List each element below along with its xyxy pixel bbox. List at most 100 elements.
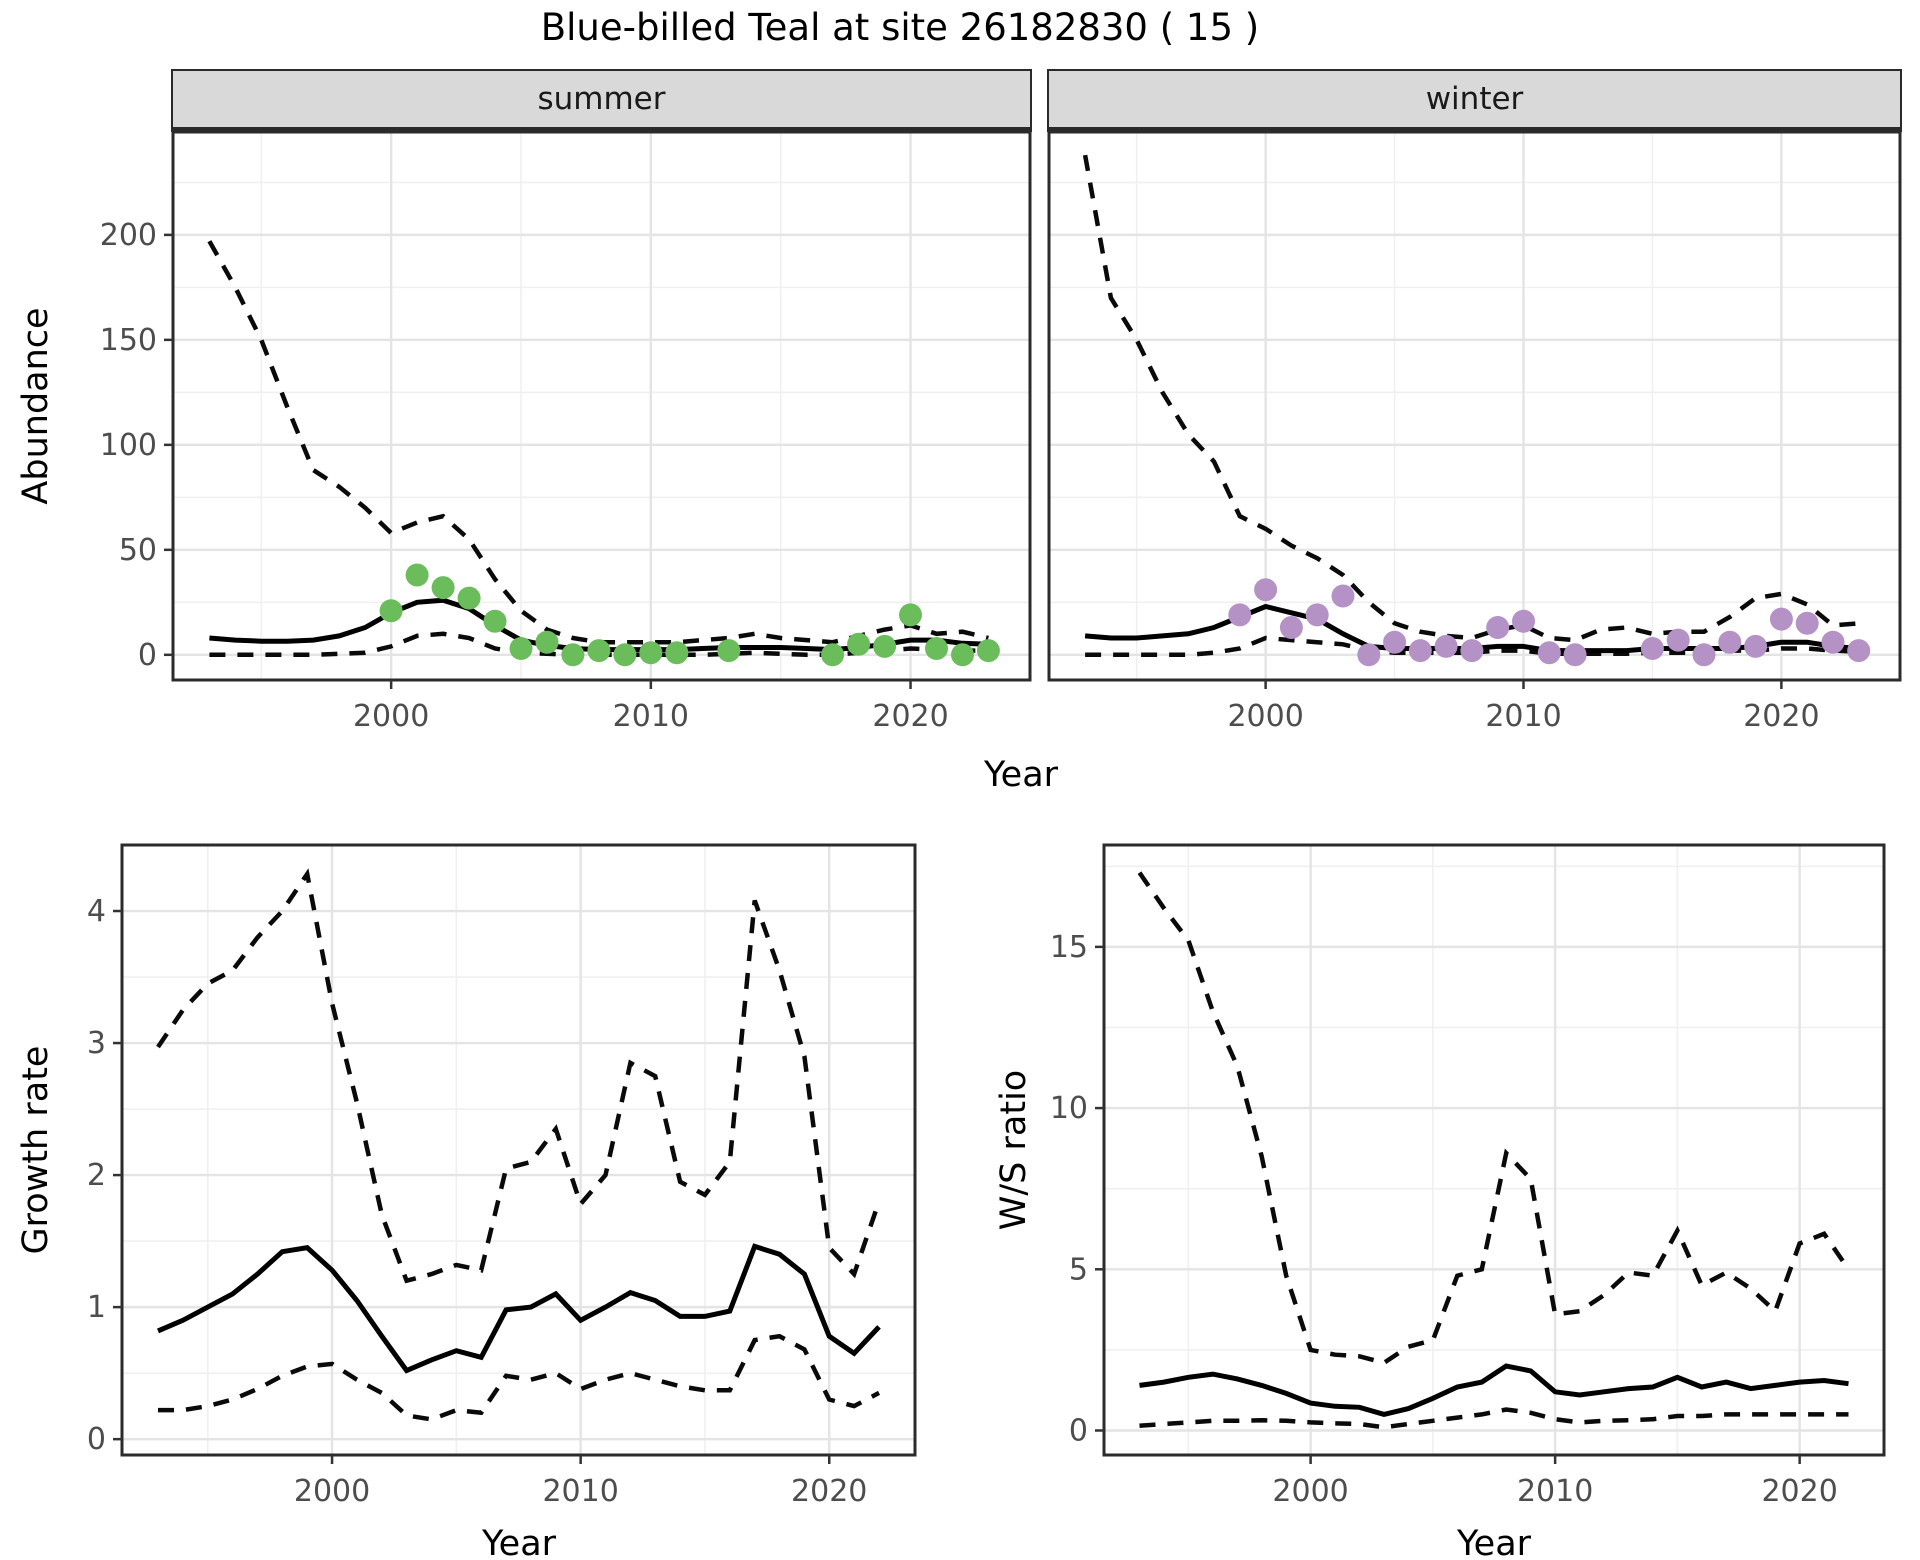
y-tick-label: 2 xyxy=(87,1158,106,1193)
x-tick-label: 2010 xyxy=(1517,1474,1593,1509)
observed_winter_counts xyxy=(1228,578,1871,667)
y-tick-label: 50 xyxy=(119,533,157,568)
x-tick-label: 2020 xyxy=(791,1474,867,1509)
series-group-ws_ratio xyxy=(1137,871,1851,1430)
data-point xyxy=(1640,637,1664,660)
growth_rate-fit-line xyxy=(157,1243,881,1374)
panel-border-abundance_summer xyxy=(171,130,1032,682)
data-point xyxy=(1744,634,1768,658)
axis-title-year-bottom-right: Year xyxy=(1456,1524,1532,1560)
facet-strip-winter: winter xyxy=(1047,69,1902,132)
y-tick-label: 1 xyxy=(87,1290,106,1325)
x-tick-label: 2010 xyxy=(1485,699,1561,734)
ws_ratio-lower_ci-line xyxy=(1139,1407,1849,1430)
data-point xyxy=(1331,584,1355,608)
panel-ws_ratio: 2000 2010 2020 0 5 10 15 xyxy=(1050,843,1886,1509)
data-point xyxy=(613,643,637,667)
ws_ratio-fit-line xyxy=(1139,1363,1849,1417)
x-tick-label: 2010 xyxy=(613,699,689,734)
x-tick-label: 2000 xyxy=(294,1474,370,1509)
data-point xyxy=(1847,639,1871,663)
data-point xyxy=(976,639,1000,663)
y-tick-label: 0 xyxy=(1069,1413,1088,1448)
panel-bg-growth_rate xyxy=(122,845,915,1455)
growth_rate-upper_ci-line xyxy=(156,868,882,1284)
panel-border-abundance_winter xyxy=(1047,130,1902,682)
panel-growth_rate: 2000 2010 2020 0 1 2 3 4 xyxy=(87,843,917,1509)
data-point xyxy=(925,637,948,660)
series-group-growth_rate xyxy=(156,868,882,1422)
abundance_winter-upper_ci-line xyxy=(1082,154,1859,643)
observed_summer_counts xyxy=(379,563,1000,667)
facet-strip-winter-label: winter xyxy=(1425,81,1524,117)
data-point xyxy=(1434,634,1458,658)
y-tick-label: 5 xyxy=(1069,1252,1088,1287)
x-tick-label: 2000 xyxy=(353,699,429,734)
panel-bg-abundance_summer xyxy=(173,132,1030,680)
data-point xyxy=(1666,628,1690,652)
x-tick-label: 2000 xyxy=(1227,699,1303,734)
data-point xyxy=(1279,616,1303,639)
data-point xyxy=(1460,639,1484,663)
y-tick-label: 200 xyxy=(100,218,157,253)
figure-title: Blue-billed Teal at site 26182830 ( 15 ) xyxy=(540,6,1260,49)
data-point xyxy=(717,639,741,663)
data-point xyxy=(1357,643,1381,667)
data-point xyxy=(535,630,559,654)
panel-bg-ws_ratio xyxy=(1104,845,1884,1455)
data-point xyxy=(847,632,871,656)
data-point xyxy=(1486,616,1510,639)
x-tick-label: 2020 xyxy=(1743,699,1819,734)
data-point xyxy=(405,563,429,587)
data-point xyxy=(821,643,845,667)
data-point xyxy=(379,599,403,623)
data-point xyxy=(1563,643,1587,667)
data-point xyxy=(457,586,481,610)
y-tick-label: 100 xyxy=(100,428,157,463)
x-tick-label: 2020 xyxy=(872,699,948,734)
data-point xyxy=(951,643,974,667)
data-point xyxy=(1512,609,1535,633)
data-point xyxy=(873,634,897,658)
axis-title-year-bottom-left: Year xyxy=(481,1524,557,1560)
data-point xyxy=(1718,630,1742,654)
y-tick-label: 150 xyxy=(100,323,157,358)
data-point xyxy=(1408,639,1432,663)
facet-strip-summer: summer xyxy=(171,69,1032,132)
data-point xyxy=(1228,603,1252,627)
x-tick-label: 2010 xyxy=(542,1474,618,1509)
data-point xyxy=(639,641,663,665)
data-point xyxy=(587,639,611,663)
data-point xyxy=(483,609,507,633)
y-tick-label: 15 xyxy=(1050,930,1088,965)
data-point xyxy=(665,641,689,665)
data-point xyxy=(1383,630,1407,654)
y-tick-label: 10 xyxy=(1050,1091,1088,1126)
y-tick-label: 4 xyxy=(87,894,106,929)
data-point xyxy=(1821,630,1845,654)
panel-abundance_summer: 2000 2010 2020 0 50 100 150 200 xyxy=(100,130,1032,734)
panel-bg-abundance_winter xyxy=(1049,132,1900,680)
y-tick-label: 0 xyxy=(87,1422,106,1457)
axis-title-year-top: Year xyxy=(983,755,1059,795)
data-point xyxy=(899,603,922,627)
x-tick-label: 2020 xyxy=(1761,1474,1837,1509)
ws_ratio-upper_ci-line xyxy=(1137,871,1851,1366)
y-tick-label: 0 xyxy=(138,638,157,673)
data-point xyxy=(1795,611,1819,635)
data-point xyxy=(561,643,585,667)
data-point xyxy=(1305,603,1329,627)
panel-border-growth_rate xyxy=(120,843,917,1457)
growth_rate-lower_ci-line xyxy=(158,1333,881,1422)
data-point xyxy=(1692,643,1716,667)
y-tick-label: 3 xyxy=(87,1026,106,1061)
panel-border-ws_ratio xyxy=(1102,843,1886,1457)
data-point xyxy=(431,576,455,600)
x-tick-label: 2000 xyxy=(1272,1474,1348,1509)
facet-strip-summer-label: summer xyxy=(537,81,666,117)
data-point xyxy=(1769,607,1793,631)
panel-abundance_winter: 2000 2010 2020 xyxy=(1047,130,1902,734)
data-point xyxy=(509,637,533,660)
